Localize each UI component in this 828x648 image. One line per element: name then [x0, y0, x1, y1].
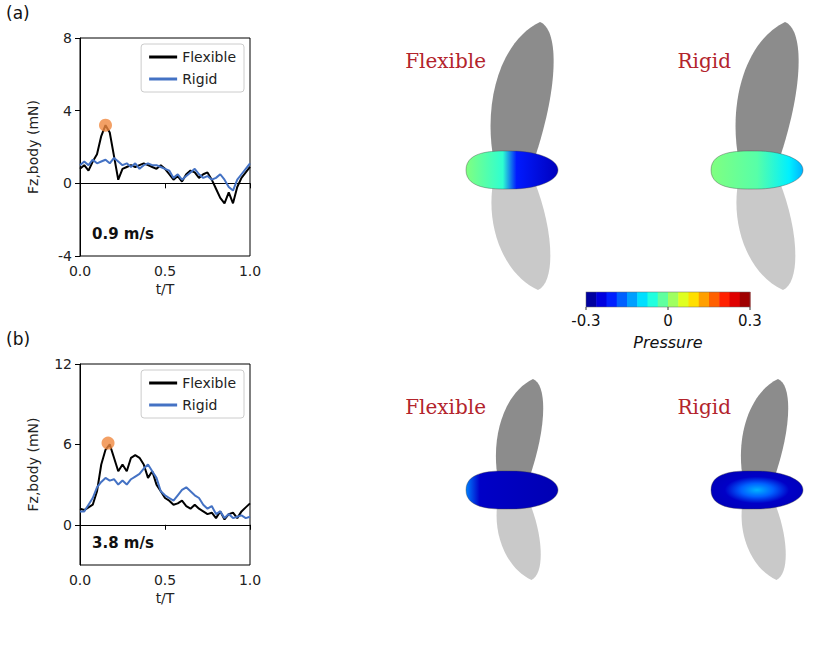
svg-text:Flexible: Flexible: [405, 49, 486, 73]
svg-text:0.9 m/s: 0.9 m/s: [92, 225, 154, 243]
svg-text:-4: -4: [58, 248, 72, 264]
svg-text:Rigid: Rigid: [182, 397, 217, 413]
svg-text:Rigid: Rigid: [182, 71, 217, 87]
svg-text:1.0: 1.0: [239, 263, 261, 279]
svg-text:12: 12: [54, 356, 72, 372]
svg-text:0: 0: [63, 517, 72, 533]
svg-text:Fz,body (mN): Fz,body (mN): [25, 100, 41, 194]
svg-text:(b): (b): [6, 329, 30, 349]
svg-text:1.0: 1.0: [239, 572, 261, 588]
svg-text:0: 0: [663, 312, 673, 330]
svg-text:3.8 m/s: 3.8 m/s: [92, 534, 154, 552]
svg-text:Rigid: Rigid: [678, 49, 732, 73]
svg-text:Flexible: Flexible: [405, 395, 486, 419]
svg-text:t/T: t/T: [156, 590, 175, 606]
svg-text:Fz,body (mN): Fz,body (mN): [25, 418, 41, 512]
svg-text:0: 0: [63, 175, 72, 191]
svg-text:Pressure: Pressure: [633, 333, 702, 352]
svg-text:t/T: t/T: [156, 281, 175, 297]
svg-text:6: 6: [63, 436, 72, 452]
svg-text:(a): (a): [6, 3, 30, 23]
svg-text:0.5: 0.5: [154, 263, 176, 279]
svg-text:0.3: 0.3: [738, 312, 762, 330]
svg-text:4: 4: [63, 103, 72, 119]
svg-text:Rigid: Rigid: [678, 395, 732, 419]
svg-text:8: 8: [63, 30, 72, 46]
svg-text:Flexible: Flexible: [182, 49, 236, 65]
svg-text:0.0: 0.0: [69, 572, 91, 588]
svg-text:-0.3: -0.3: [571, 312, 600, 330]
svg-text:0.5: 0.5: [154, 572, 176, 588]
svg-text:0.0: 0.0: [69, 263, 91, 279]
svg-text:Flexible: Flexible: [182, 375, 236, 391]
